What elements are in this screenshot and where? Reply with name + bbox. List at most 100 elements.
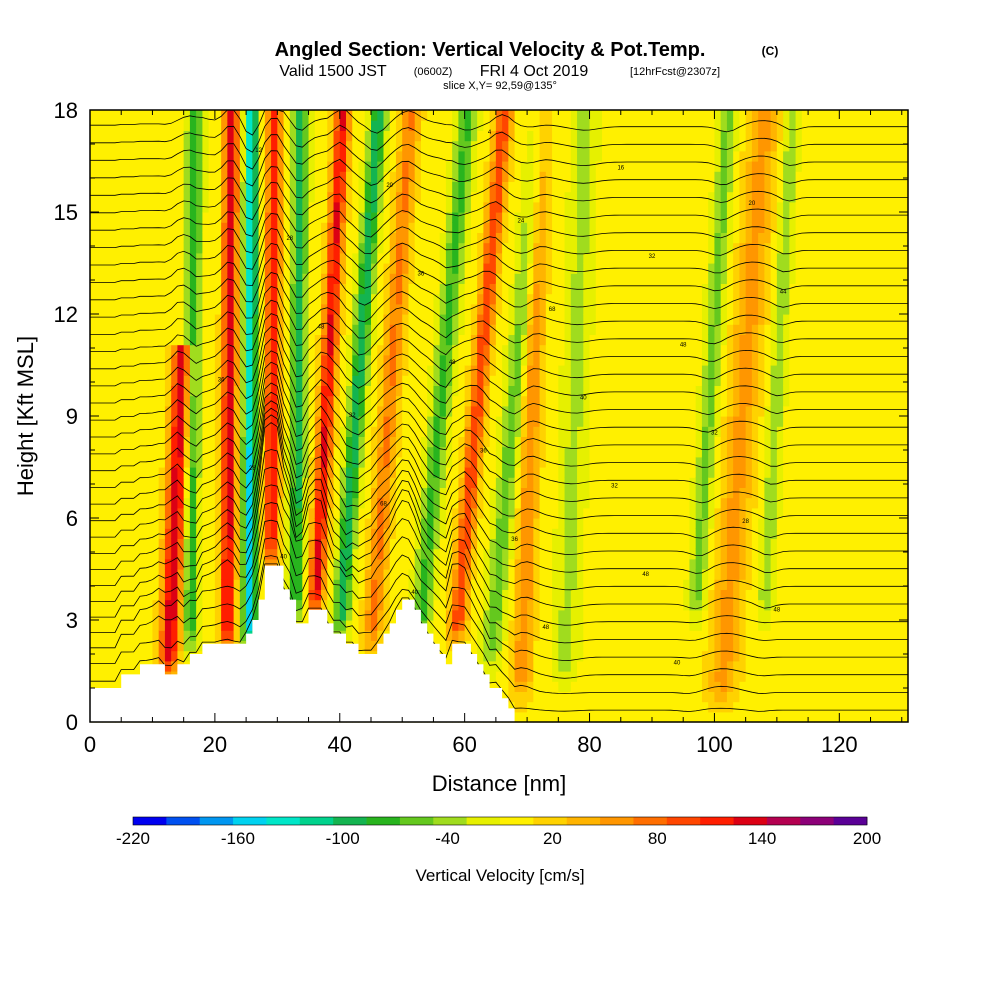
velocity-cell (102, 354, 110, 366)
velocity-cell (364, 201, 372, 213)
velocity-cell (114, 354, 122, 366)
velocity-cell (177, 579, 185, 590)
velocity-cell (377, 436, 385, 448)
velocity-cell (271, 548, 278, 560)
velocity-cell (108, 446, 116, 458)
velocity-cell (214, 436, 222, 448)
velocity-cell (602, 181, 609, 193)
velocity-cell (133, 252, 141, 264)
velocity-cell (539, 314, 547, 325)
velocity-cell (414, 528, 422, 539)
velocity-cell (452, 273, 460, 284)
velocity-cell (483, 487, 491, 499)
velocity-cell (277, 130, 285, 142)
velocity-cell (127, 263, 135, 274)
velocity-cell (183, 161, 191, 172)
velocity-cell (90, 650, 97, 662)
velocity-cell (302, 344, 310, 356)
velocity-cell (364, 150, 372, 162)
velocity-cell (139, 120, 147, 131)
velocity-cell (264, 110, 272, 121)
velocity-cell (271, 171, 278, 182)
velocity-cell (102, 640, 110, 652)
velocity-cell (214, 252, 222, 264)
velocity-cell (520, 263, 528, 274)
velocity-cell (189, 171, 197, 182)
velocity-cell (514, 467, 522, 478)
velocity-cell (433, 293, 441, 305)
velocity-cell (146, 538, 154, 550)
velocity-cell (289, 416, 297, 427)
velocity-cell (177, 201, 185, 213)
velocity-cell (314, 120, 322, 131)
velocity-cell (464, 252, 472, 264)
velocity-cell (127, 660, 135, 672)
velocity-cell (196, 161, 203, 172)
velocity-cell (370, 599, 378, 611)
velocity-cell (127, 548, 135, 560)
velocity-cell (427, 569, 435, 580)
velocity-cell (90, 681, 97, 692)
velocity-cell (239, 273, 247, 284)
velocity-cell (520, 181, 528, 193)
velocity-cell (146, 446, 154, 458)
velocity-cell (545, 467, 553, 478)
velocity-cell (445, 528, 453, 539)
velocity-cell (583, 467, 591, 478)
velocity-cell (146, 314, 154, 325)
velocity-cell (358, 120, 366, 131)
velocity-cell (464, 212, 472, 223)
velocity-cell (164, 609, 172, 621)
velocity-cell (158, 365, 166, 376)
velocity-cell (246, 191, 253, 203)
velocity-cell (583, 528, 591, 539)
velocity-cell (283, 507, 291, 519)
velocity-cell (495, 324, 503, 335)
velocity-cell (527, 477, 534, 488)
velocity-cell (108, 589, 116, 601)
velocity-cell (327, 456, 335, 468)
velocity-cell (127, 405, 135, 417)
velocity-cell (464, 467, 472, 478)
velocity-cell (408, 201, 416, 213)
velocity-cell (189, 589, 197, 601)
velocity-cell (502, 456, 509, 468)
velocity-cell (464, 518, 472, 529)
velocity-cell (264, 232, 272, 244)
velocity-cell (408, 538, 416, 550)
velocity-cell (202, 344, 210, 356)
velocity-cell (527, 354, 534, 366)
velocity-cell (464, 569, 472, 580)
velocity-cell (189, 334, 197, 346)
velocity-cell (171, 110, 179, 121)
velocity-cell (296, 375, 303, 386)
velocity-cell (133, 191, 141, 203)
velocity-cell (577, 334, 584, 346)
velocity-cell (139, 212, 147, 223)
velocity-cell (289, 569, 297, 580)
velocity-cell (264, 426, 272, 437)
velocity-cell (377, 416, 385, 427)
velocity-cell (545, 711, 553, 723)
velocity-cell (271, 191, 278, 203)
velocity-cell (208, 385, 216, 397)
velocity-cell (439, 487, 447, 499)
velocity-cell (514, 589, 522, 601)
velocity-cell (146, 344, 154, 356)
velocity-cell (489, 150, 497, 162)
velocity-cell (321, 395, 328, 407)
velocity-cell (452, 456, 460, 468)
velocity-cell (408, 293, 416, 305)
velocity-cell (308, 579, 316, 590)
velocity-cell (483, 599, 491, 611)
velocity-cell (545, 222, 553, 233)
velocity-cell (189, 283, 197, 295)
velocity-cell (370, 334, 378, 346)
velocity-cell (239, 242, 247, 254)
velocity-cell (252, 395, 260, 407)
velocity-cell (152, 630, 160, 641)
velocity-cell (595, 416, 603, 427)
velocity-cell (527, 324, 534, 335)
velocity-cell (352, 467, 360, 478)
velocity-cell (545, 303, 553, 315)
